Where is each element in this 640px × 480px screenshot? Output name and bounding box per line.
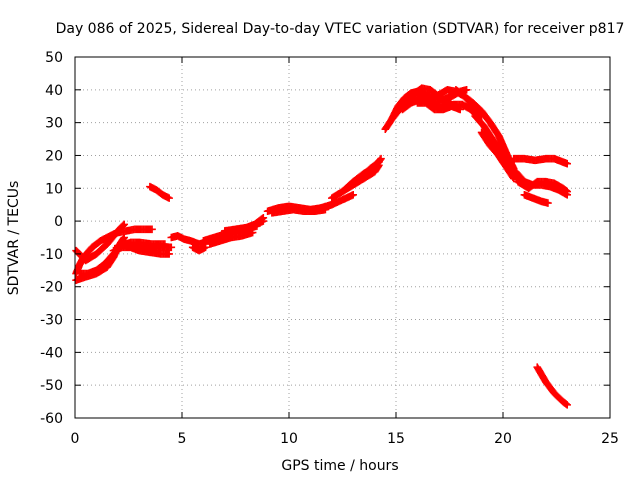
data-points xyxy=(72,84,571,409)
data-point xyxy=(148,225,156,234)
data-series-arc-32 xyxy=(512,168,571,199)
y-tick-label: 10 xyxy=(45,181,63,197)
y-tick-label: 30 xyxy=(45,116,63,132)
y-tick-label: -50 xyxy=(40,378,63,394)
data-point xyxy=(248,228,257,237)
x-tick-label: 5 xyxy=(178,431,187,447)
data-point xyxy=(563,159,571,168)
y-tick-label: -20 xyxy=(40,280,63,296)
x-tick-label: 15 xyxy=(387,431,405,447)
grid xyxy=(75,57,610,418)
data-point xyxy=(120,220,129,229)
data-point xyxy=(167,243,176,252)
data-point xyxy=(165,250,173,258)
data-series-arc-24 xyxy=(413,99,464,114)
data-point xyxy=(374,159,382,167)
x-tick-label: 10 xyxy=(280,431,298,447)
data-series-arc-11 xyxy=(206,228,257,248)
data-series-arc-29 xyxy=(482,131,524,186)
chart-title: Day 086 of 2025, Sidereal Day-to-day VTE… xyxy=(56,21,625,37)
data-point xyxy=(258,214,267,223)
x-axis-label: GPS time / hours xyxy=(281,458,398,474)
data-series-arc-9 xyxy=(188,243,210,255)
y-tick-label: 50 xyxy=(45,50,63,66)
data-point xyxy=(349,191,357,199)
tick-labels: 0 5 10 15 20 25 50 40 30 20 10 0 -10 -20 -30 -40 -50 -60 xyxy=(40,50,619,447)
data-point xyxy=(119,221,128,230)
data-series-arc-19 xyxy=(360,158,383,179)
data-point xyxy=(456,105,464,114)
data-point xyxy=(462,86,471,94)
data-series-arc-30 xyxy=(509,154,571,168)
data-series-arc-34 xyxy=(533,363,571,409)
x-tick-label: 25 xyxy=(601,431,619,447)
data-point xyxy=(563,401,571,409)
y-axis-label: SDTVAR / TECUs xyxy=(6,181,22,296)
data-point xyxy=(165,194,173,202)
axis-ticks xyxy=(74,56,611,419)
data-point xyxy=(201,243,210,252)
data-series-arc-6 xyxy=(114,241,176,253)
y-tick-label: -40 xyxy=(40,345,63,361)
data-point xyxy=(375,158,383,166)
data-point xyxy=(563,191,571,199)
data-series-arc-13 xyxy=(250,214,268,229)
data-series-arc-33 xyxy=(520,191,552,207)
data-series-arc-2 xyxy=(72,225,156,278)
data-point xyxy=(562,400,570,408)
x-tick-label: 0 xyxy=(71,431,80,447)
data-series-arc-7 xyxy=(146,182,173,202)
y-tick-label: -30 xyxy=(40,313,63,329)
y-tick-label: -10 xyxy=(40,247,63,263)
y-tick-label: 0 xyxy=(54,214,63,230)
data-series-arc-15 xyxy=(268,205,330,217)
plot-frame xyxy=(74,56,611,419)
y-tick-label: -60 xyxy=(40,411,63,427)
x-tick-label: 20 xyxy=(494,431,512,447)
data-point xyxy=(120,233,129,242)
data-series-arc-16 xyxy=(306,191,357,216)
data-point xyxy=(259,214,268,222)
data-point xyxy=(544,199,552,207)
y-tick-label: 40 xyxy=(45,83,63,99)
y-tick-label: 20 xyxy=(45,148,63,164)
